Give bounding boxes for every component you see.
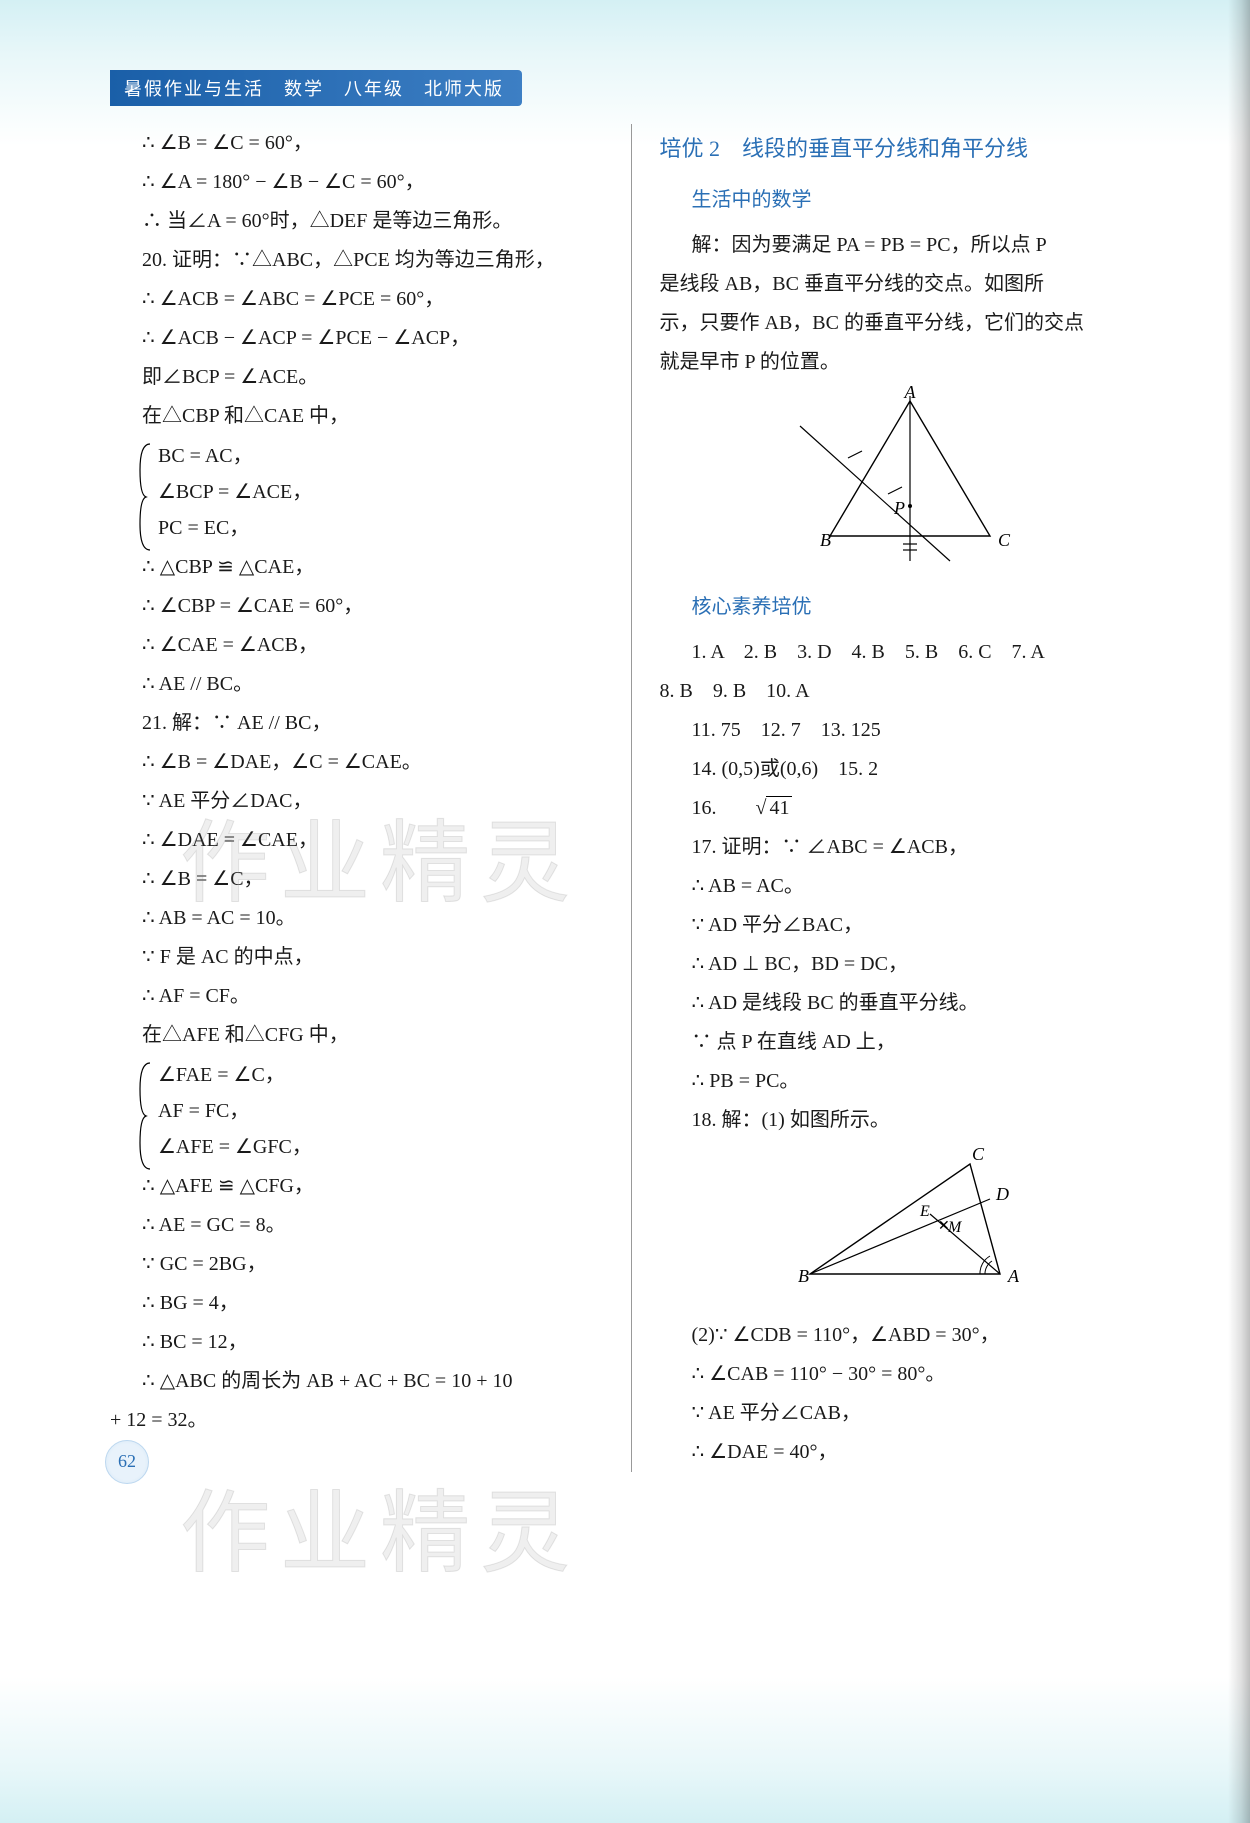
text-line: + 12 = 32。 <box>110 1401 611 1440</box>
text-line: ∵ F 是 AC 的中点， <box>110 938 611 977</box>
text-line: 就是早市 P 的位置。 <box>660 343 1161 382</box>
answer-prefix: 16. <box>692 797 722 819</box>
text-line: ∴ ∠CBP = ∠CAE = 60°， <box>110 587 611 626</box>
point-P: P <box>893 498 905 518</box>
answer-line: 14. (0,5)或(0,6) 15. 2 <box>660 750 1161 789</box>
brace-line: ∠AFE = ∠GFC， <box>158 1129 611 1165</box>
text-line: 17. 证明：∵ ∠ABC = ∠ACB， <box>660 828 1161 867</box>
text-line: 18. 解：(1) 如图所示。 <box>660 1101 1161 1140</box>
brace-line: BC = AC， <box>158 438 611 474</box>
text-line: 在△AFE 和△CFG 中， <box>110 1016 611 1055</box>
text-line: ∴ AD ⊥ BC，BD = DC， <box>660 945 1161 984</box>
brace-line: ∠BCP = ∠ACE， <box>158 474 611 510</box>
section-title: 培优 2 线段的垂直平分线和角平分线 <box>660 128 1161 171</box>
text-line: ∴ ∠A = 180° − ∠B − ∠C = 60°， <box>110 163 611 202</box>
text-line: ∴ △CBP ≌ △CAE， <box>110 548 611 587</box>
text-line: ∴ ∠CAE = ∠ACB， <box>110 626 611 665</box>
text-line: 解：因为要满足 PA = PB = PC，所以点 P <box>660 226 1161 265</box>
text-line: 即∠BCP = ∠ACE。 <box>110 358 611 397</box>
answer-line: 11. 75 12. 7 13. 125 <box>660 711 1161 750</box>
text-line: 21. 解：∵ AE // BC， <box>110 704 611 743</box>
left-brace-icon <box>138 1061 152 1171</box>
text-line: ∴ 当∠A = 60°时，△DEF 是等边三角形。 <box>110 202 611 241</box>
text-line: ∴ AB = AC。 <box>660 867 1161 906</box>
sub-section-title: 生活中的数学 <box>660 181 1161 220</box>
text-line: 是线段 AB，BC 垂直平分线的交点。如图所 <box>660 265 1161 304</box>
point-D: D <box>995 1184 1009 1204</box>
text-line: 示，只要作 AB，BC 的垂直平分线，它们的交点 <box>660 304 1161 343</box>
figure-triangle-bisector-2: A B C D E M ✕ <box>660 1144 1161 1308</box>
answer-line: 1. A 2. B 3. D 4. B 5. B 6. C 7. A <box>660 633 1161 672</box>
text-line: ∴ ∠B = ∠C = 60°， <box>110 124 611 163</box>
text-line: ∴ ∠ACB − ∠ACP = ∠PCE − ∠ACP， <box>110 319 611 358</box>
sub-section-title: 核心素养培优 <box>660 588 1161 627</box>
text-line: ∴ AE = GC = 8。 <box>110 1206 611 1245</box>
text-line: ∴ AD 是线段 BC 的垂直平分线。 <box>660 984 1161 1023</box>
vertex-A: A <box>903 386 916 402</box>
text-line: ∴ BG = 4， <box>110 1284 611 1323</box>
text-line: ∴ ∠B = ∠DAE，∠C = ∠CAE。 <box>110 743 611 782</box>
brace-line: AF = FC， <box>158 1093 611 1129</box>
point-E: E <box>919 1203 930 1220</box>
book-spine <box>1228 0 1250 1823</box>
text-line: ∵ GC = 2BG， <box>110 1245 611 1284</box>
text-line: ∴ ∠DAE = ∠CAE， <box>110 821 611 860</box>
page: 暑假作业与生活 数学 八年级 北师大版 ∴ ∠B = ∠C = 60°， ∴ ∠… <box>0 0 1250 1532</box>
text-line: ∵ 点 P 在直线 AD 上， <box>660 1023 1161 1062</box>
text-line: ∴ ∠DAE = 40°， <box>660 1433 1161 1472</box>
text-line: ∴ AB = AC = 10。 <box>110 899 611 938</box>
content-columns: ∴ ∠B = ∠C = 60°， ∴ ∠A = 180° − ∠B − ∠C =… <box>110 124 1160 1472</box>
vertex-C: C <box>972 1144 985 1164</box>
text-line: ∴ BC = 12， <box>110 1323 611 1362</box>
text-line: ∴ △ABC 的周长为 AB + AC + BC = 10 + 10 <box>110 1362 611 1401</box>
brace-line: PC = EC， <box>158 510 611 546</box>
vertex-B: B <box>798 1266 809 1286</box>
text-line: 20. 证明：∵△ABC，△PCE 均为等边三角形， <box>110 241 611 280</box>
sqrt-icon: 41 <box>722 789 793 828</box>
text-line: ∴ AF = CF。 <box>110 977 611 1016</box>
text-line: ∴ △AFE ≌ △CFG， <box>110 1167 611 1206</box>
triangle-diagram-icon: A B C P <box>790 386 1030 566</box>
text-line: ∵ AE 平分∠CAB， <box>660 1394 1161 1433</box>
vertex-B: B <box>820 530 831 550</box>
text-line: 在△CBP 和△CAE 中， <box>110 397 611 436</box>
page-number: 62 <box>105 1440 149 1484</box>
brace-line: ∠FAE = ∠C， <box>158 1057 611 1093</box>
left-column: ∴ ∠B = ∠C = 60°， ∴ ∠A = 180° − ∠B − ∠C =… <box>110 124 632 1472</box>
text-line: ∴ ∠CAB = 110° − 30° = 80°。 <box>660 1355 1161 1394</box>
vertex-A: A <box>1007 1266 1020 1286</box>
brace-group: ∠FAE = ∠C， AF = FC， ∠AFE = ∠GFC， <box>110 1057 611 1165</box>
figure-triangle-bisectors: A B C P <box>660 386 1161 580</box>
right-column: 培优 2 线段的垂直平分线和角平分线 生活中的数学 解：因为要满足 PA = P… <box>632 124 1161 1472</box>
text-line: (2)∵ ∠CDB = 110°，∠ABD = 30°， <box>660 1316 1161 1355</box>
text-line: ∵ AE 平分∠DAC， <box>110 782 611 821</box>
text-line: ∴ ∠B = ∠C， <box>110 860 611 899</box>
brace-group: BC = AC， ∠BCP = ∠ACE， PC = EC， <box>110 438 611 546</box>
radicand: 41 <box>766 796 792 819</box>
svg-text:✕: ✕ <box>938 1219 950 1234</box>
vertex-C: C <box>998 530 1011 550</box>
triangle-angle-bisector-icon: A B C D E M ✕ <box>780 1144 1040 1294</box>
text-line: ∵ AD 平分∠BAC， <box>660 906 1161 945</box>
answer-line: 16. 41 <box>660 789 1161 828</box>
header-bar: 暑假作业与生活 数学 八年级 北师大版 <box>110 70 522 106</box>
left-brace-icon <box>138 442 152 552</box>
answer-line: 8. B 9. B 10. A <box>660 672 1161 711</box>
text-line: ∴ PB = PC。 <box>660 1062 1161 1101</box>
text-line: ∴ ∠ACB = ∠ABC = ∠PCE = 60°， <box>110 280 611 319</box>
text-line: ∴ AE // BC。 <box>110 665 611 704</box>
